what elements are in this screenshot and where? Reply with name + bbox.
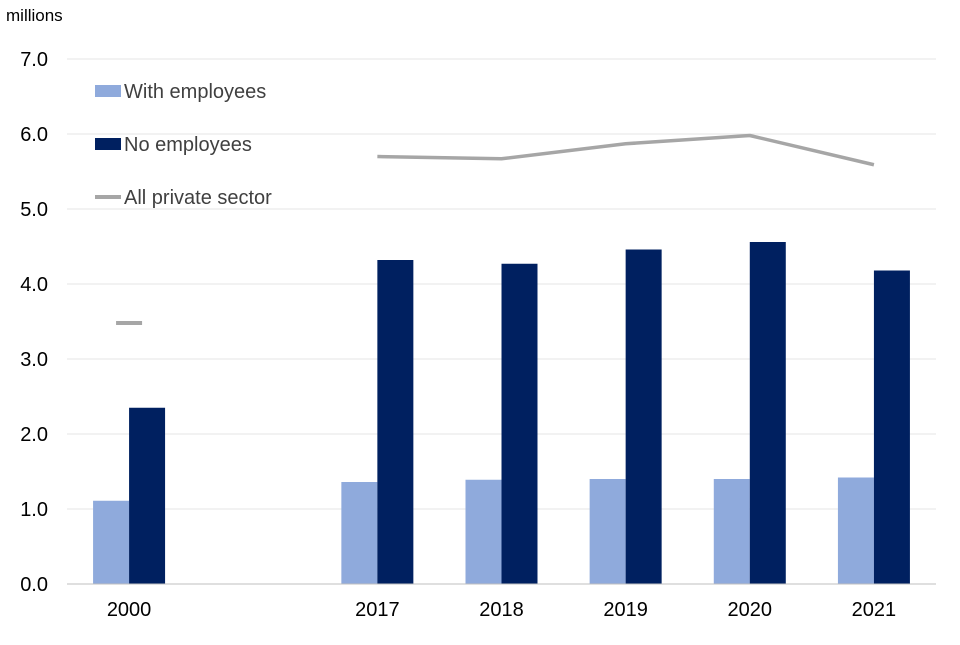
legend-label-no-employees: No employees bbox=[124, 134, 252, 156]
bar-with-employees bbox=[837, 477, 874, 584]
y-tick-label: 0.0 bbox=[20, 574, 48, 596]
x-tick-label: 2000 bbox=[107, 599, 152, 621]
y-tick-label: 6.0 bbox=[20, 124, 48, 146]
y-tick-label: 7.0 bbox=[20, 49, 48, 71]
bar-no-employees bbox=[625, 249, 662, 584]
x-tick-label: 2018 bbox=[479, 599, 524, 621]
bar-no-employees bbox=[873, 270, 910, 584]
legend-swatch-with-employees bbox=[95, 85, 121, 97]
bar-with-employees bbox=[341, 482, 378, 584]
x-tick-label: 2020 bbox=[728, 599, 773, 621]
x-axis-ticks: 2000 2017 2018 2019 2020 2021 bbox=[107, 599, 896, 621]
line-all-private-sector bbox=[377, 133, 875, 167]
x-tick-label: 2019 bbox=[603, 599, 648, 621]
bar-no-employees bbox=[377, 260, 414, 584]
bar-no-employees bbox=[501, 263, 538, 584]
bar-no-employees bbox=[749, 242, 786, 584]
bars bbox=[93, 242, 910, 584]
x-tick-label: 2017 bbox=[355, 599, 400, 621]
y-tick-label: 5.0 bbox=[20, 199, 48, 221]
legend-label-all-private-sector: All private sector bbox=[124, 187, 272, 209]
y-tick-label: 3.0 bbox=[20, 349, 48, 371]
y-unit-label: millions bbox=[6, 6, 63, 25]
y-tick-label: 4.0 bbox=[20, 274, 48, 296]
y-tick-label: 1.0 bbox=[20, 499, 48, 521]
bar-with-employees bbox=[589, 479, 626, 584]
legend: With employees No employees All private se… bbox=[95, 81, 272, 209]
legend-swatch-no-employees bbox=[95, 138, 121, 150]
y-axis-ticks: 0.0 1.0 2.0 3.0 4.0 5.0 6.0 7.0 bbox=[20, 49, 48, 596]
bar-no-employees bbox=[129, 407, 166, 584]
line-series bbox=[116, 133, 875, 325]
bar-with-employees bbox=[93, 500, 130, 584]
bar-with-employees bbox=[465, 479, 502, 584]
x-tick-label: 2021 bbox=[852, 599, 897, 621]
legend-label-with-employees: With employees bbox=[124, 81, 266, 103]
bar-with-employees bbox=[713, 479, 750, 584]
y-tick-label: 2.0 bbox=[20, 424, 48, 446]
